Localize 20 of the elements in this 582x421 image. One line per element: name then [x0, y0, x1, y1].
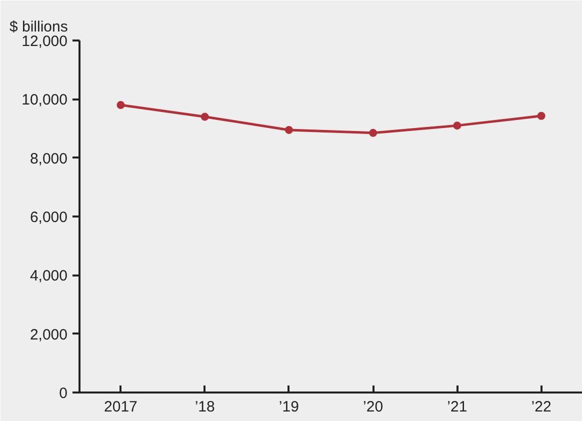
point [200, 112, 209, 121]
x-tick-label: ’19 [278, 398, 299, 416]
y-tick-label: 10,000 [22, 92, 68, 109]
x-tick-label: ’18 [194, 398, 215, 416]
y-axis-title: $ billions [10, 18, 68, 36]
point [453, 122, 462, 130]
point [537, 112, 546, 120]
x-tick-label: ’22 [531, 398, 552, 416]
y-tick-label: 2,000 [30, 326, 68, 344]
y-tick-label: 0 [59, 385, 68, 402]
point [116, 101, 125, 110]
y-tick-label: 4,000 [30, 268, 68, 285]
y-tick-label: 8,000 [30, 150, 68, 168]
y-tick-label: 12,000 [22, 33, 68, 50]
point [369, 128, 378, 137]
point [284, 126, 293, 134]
x-tick-label: ’20 [363, 398, 384, 416]
x-tick-label: ’21 [447, 398, 468, 416]
y-tick-label: 6,000 [30, 209, 68, 226]
x-tick-label: 2017 [104, 398, 138, 416]
